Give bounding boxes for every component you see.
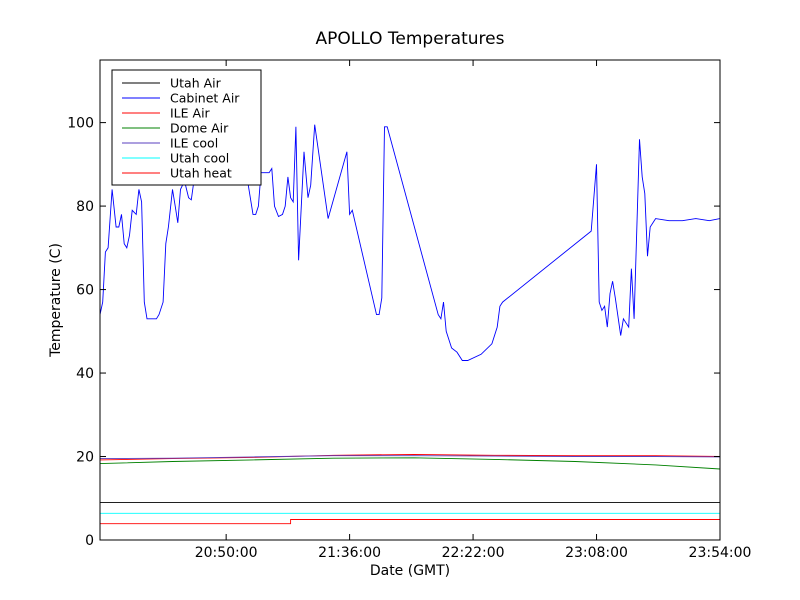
series-line-ile-air <box>100 453 720 461</box>
legend-label: ILE cool <box>170 136 218 151</box>
y-tick-label: 20 <box>76 450 94 466</box>
x-tick-label: 22:22:00 <box>442 545 505 561</box>
legend-label: Cabinet Air <box>170 91 240 106</box>
plot-area <box>99 59 721 541</box>
series-line-cabinet-air <box>100 124 720 361</box>
x-tick-label: 23:54:00 <box>689 545 752 561</box>
y-axis-label: Temperature (C) <box>48 243 64 358</box>
legend-label: Dome Air <box>170 121 229 136</box>
chart-title: APOLLO Temperatures <box>316 29 505 49</box>
legend-label: Utah Air <box>170 76 222 91</box>
series-line-utah-heat <box>100 519 720 525</box>
legend-label: Utah heat <box>170 166 232 181</box>
legend-label: Utah cool <box>170 151 229 166</box>
series-line-ile-cool <box>100 455 720 460</box>
y-axis: 0 20 40 60 80 100 <box>67 116 720 549</box>
y-tick-label: 60 <box>76 283 94 299</box>
x-tick-label: 20:50:00 <box>195 545 258 561</box>
legend-label: ILE Air <box>170 106 211 121</box>
y-tick-label: 80 <box>76 199 94 215</box>
plot-frame <box>99 59 721 541</box>
series-lines <box>100 124 720 525</box>
x-axis-label: Date (GMT) <box>370 563 450 579</box>
y-tick-label: 40 <box>76 366 94 382</box>
y-tick-label: 0 <box>85 533 94 549</box>
y-tick-label: 100 <box>67 116 94 132</box>
x-axis: 20:50:00 21:36:00 22:22:00 23:08:00 23:54:00 <box>195 60 752 561</box>
x-tick-label: 21:36:00 <box>318 545 381 561</box>
series-line-dome-air <box>100 457 720 470</box>
x-tick-label: 23:08:00 <box>565 545 628 561</box>
